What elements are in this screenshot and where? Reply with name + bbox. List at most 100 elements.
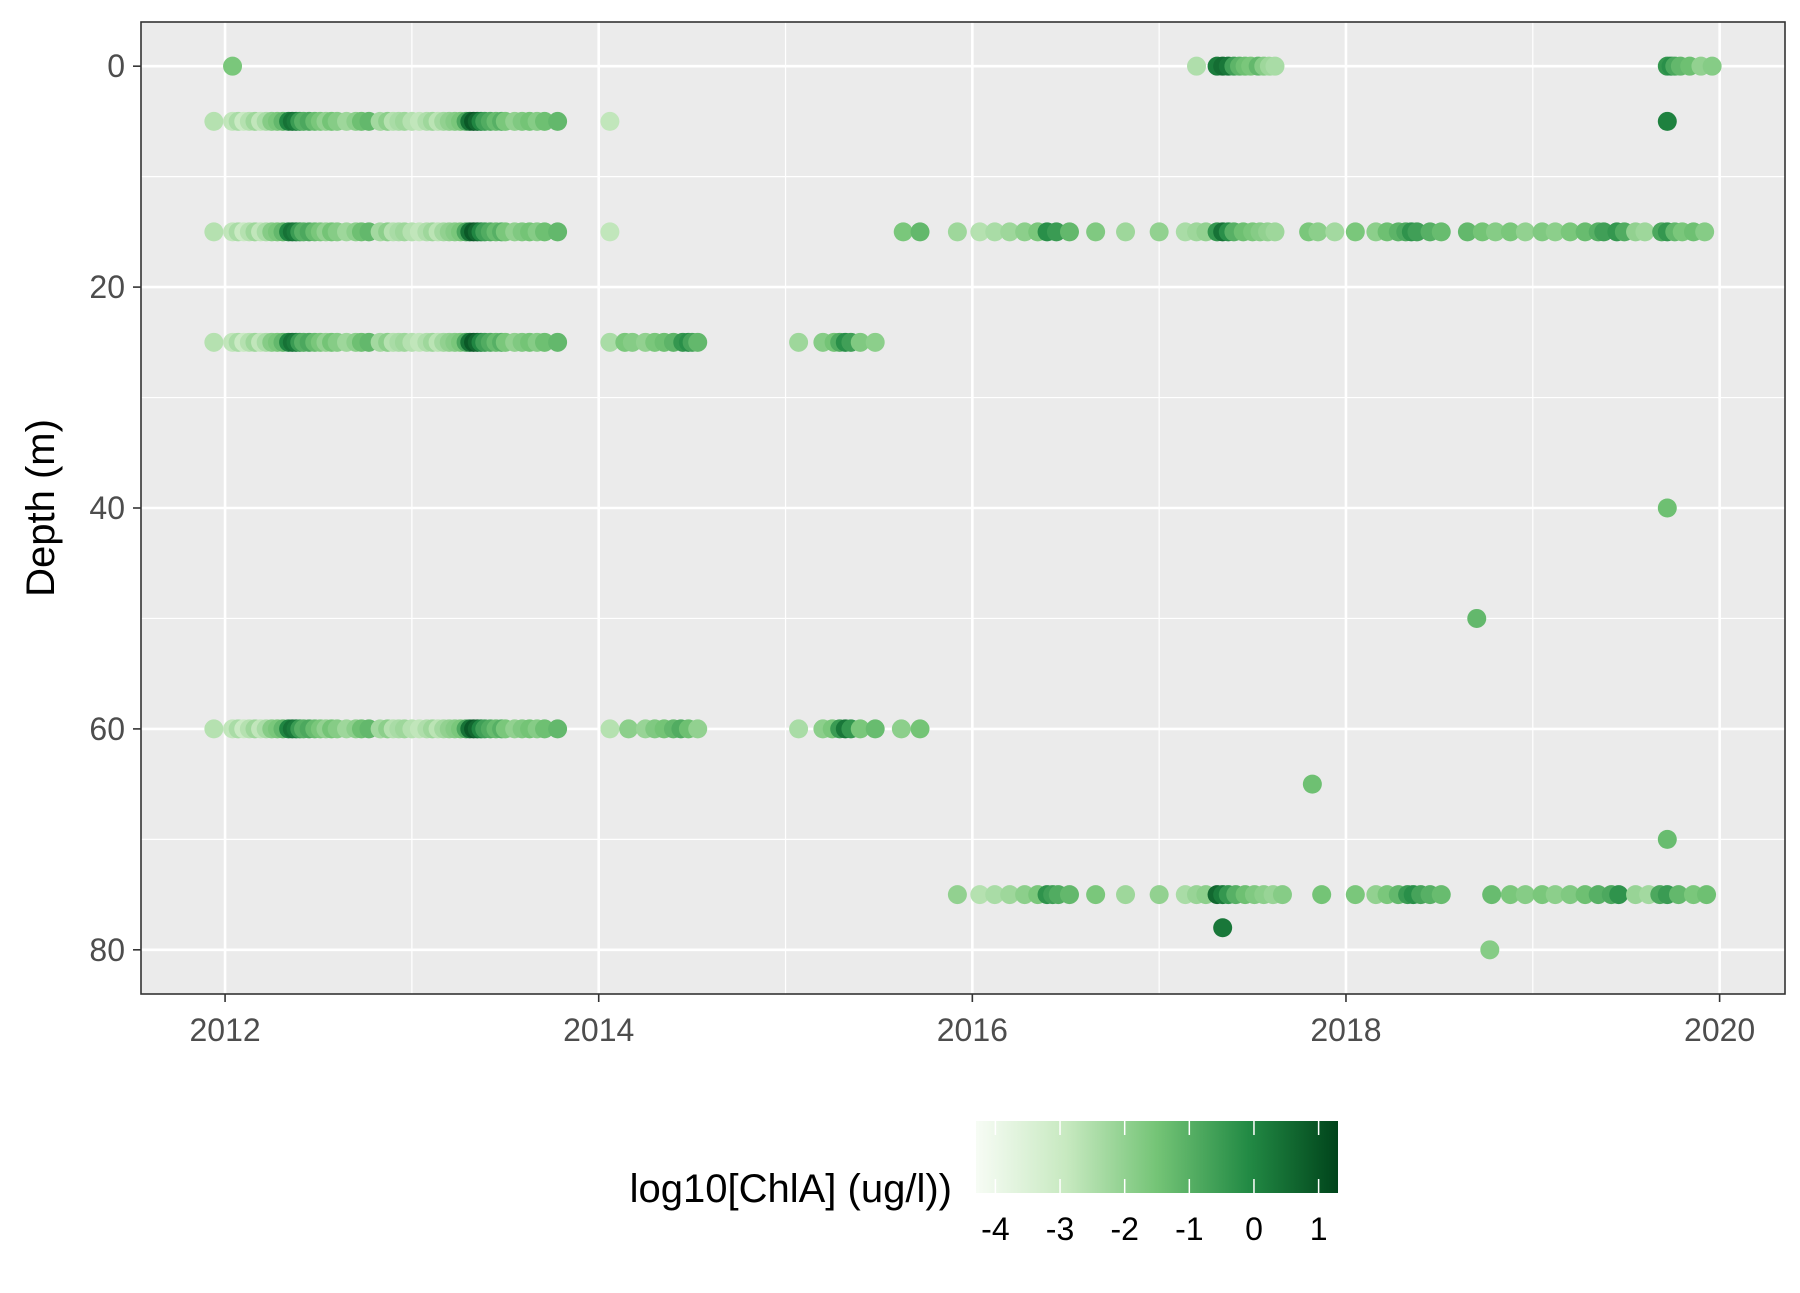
data-point	[1697, 885, 1717, 905]
axes: 2012 2014 2016 2018 2020 0 20 40 60 80	[89, 48, 1755, 1048]
data-point	[1545, 885, 1565, 905]
data-point	[535, 332, 555, 352]
data-point	[947, 885, 967, 905]
data-point	[1312, 885, 1332, 905]
data-point	[619, 719, 639, 739]
legend-colorbar	[976, 1121, 1338, 1193]
data-point	[1265, 56, 1285, 76]
data-point	[204, 719, 224, 739]
data-point	[1657, 829, 1677, 849]
data-point	[1407, 222, 1427, 242]
data-point	[1000, 885, 1020, 905]
y-axis-tick-label: 0	[107, 48, 125, 84]
data-point	[1015, 222, 1035, 242]
data-point	[204, 111, 224, 131]
data-point	[1467, 608, 1487, 628]
data-point	[1695, 222, 1715, 242]
data-point	[1431, 885, 1451, 905]
data-point	[985, 885, 1005, 905]
data-point	[1000, 222, 1020, 242]
data-point	[1457, 222, 1477, 242]
data-point	[1325, 222, 1345, 242]
data-point	[910, 222, 930, 242]
x-axis-tick-label: 2014	[563, 1012, 634, 1048]
data-point	[1345, 222, 1365, 242]
data-point	[1116, 222, 1136, 242]
data-point	[865, 719, 885, 739]
data-point	[1560, 885, 1580, 905]
data-point	[1485, 222, 1505, 242]
data-point	[850, 719, 870, 739]
data-point	[893, 222, 913, 242]
grid-lines	[141, 22, 1785, 994]
data-point	[1345, 885, 1365, 905]
data-point	[204, 222, 224, 242]
data-point	[1213, 918, 1233, 938]
data-point	[1702, 56, 1722, 76]
data-point	[1480, 940, 1500, 960]
data-point	[600, 111, 620, 131]
data-point	[970, 222, 990, 242]
data-point	[548, 719, 568, 739]
data-point	[1594, 222, 1614, 242]
data-point	[947, 222, 967, 242]
data-point	[910, 719, 930, 739]
data-point	[1669, 885, 1689, 905]
data-point	[1515, 222, 1535, 242]
data-point	[600, 332, 620, 352]
data-point	[1635, 222, 1655, 242]
data-point	[1046, 222, 1066, 242]
data-point	[1560, 222, 1580, 242]
data-point	[1532, 222, 1552, 242]
data-point	[622, 332, 642, 352]
data-point	[1302, 774, 1322, 794]
data-point	[1609, 885, 1629, 905]
x-axis-tick-label: 2016	[937, 1012, 1008, 1048]
legend-tick-label: -3	[1046, 1211, 1074, 1247]
data-point	[1308, 222, 1328, 242]
data-point	[1532, 885, 1552, 905]
legend-tick-label: 0	[1245, 1211, 1263, 1247]
data-point	[1657, 111, 1677, 131]
data-point	[1545, 222, 1565, 242]
data-point	[789, 719, 809, 739]
data-point	[1657, 498, 1677, 518]
data-point	[1515, 885, 1535, 905]
y-axis-tick-label: 20	[89, 269, 125, 305]
data-point	[789, 332, 809, 352]
data-point	[1187, 56, 1207, 76]
data-point	[1575, 885, 1595, 905]
y-axis-tick-label: 60	[89, 711, 125, 747]
legend-tick-label: -2	[1110, 1211, 1138, 1247]
x-axis-tick-label: 2012	[189, 1012, 260, 1048]
data-point	[1116, 885, 1136, 905]
legend-tick-label: -4	[981, 1211, 1009, 1247]
data-point	[891, 719, 911, 739]
data-point	[535, 222, 555, 242]
data-point	[535, 719, 555, 739]
x-axis-tick-label: 2018	[1310, 1012, 1381, 1048]
data-point	[1086, 222, 1106, 242]
data-point	[1265, 222, 1285, 242]
legend-tick-label: -1	[1175, 1211, 1203, 1247]
data-point	[1149, 885, 1169, 905]
data-point	[1086, 885, 1106, 905]
data-point	[535, 111, 555, 131]
data-point	[548, 332, 568, 352]
data-point	[1272, 885, 1292, 905]
data-point	[1626, 885, 1646, 905]
data-points	[204, 56, 1722, 960]
data-point	[1149, 222, 1169, 242]
data-point	[1431, 222, 1451, 242]
y-axis-title: Depth (m)	[19, 419, 63, 597]
data-point	[548, 222, 568, 242]
x-axis-tick-label: 2020	[1684, 1012, 1755, 1048]
data-point	[1683, 885, 1703, 905]
data-point	[1575, 222, 1595, 242]
data-point	[548, 111, 568, 131]
data-point	[688, 332, 708, 352]
data-point	[1015, 885, 1035, 905]
y-axis-tick-label: 80	[89, 932, 125, 968]
y-axis-tick-label: 40	[89, 490, 125, 526]
data-point	[985, 222, 1005, 242]
